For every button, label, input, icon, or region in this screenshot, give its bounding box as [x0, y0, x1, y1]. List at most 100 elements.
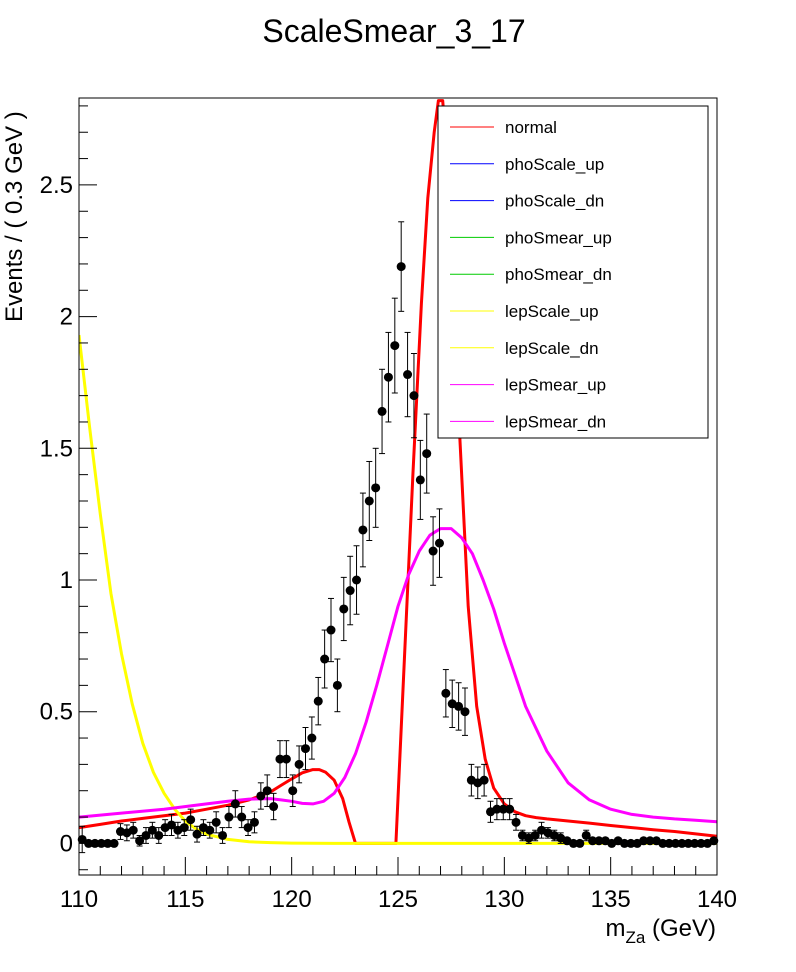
data-point — [371, 483, 381, 493]
x-tick-label: 110 — [60, 886, 98, 913]
data-point — [505, 804, 515, 814]
data-point — [492, 804, 502, 814]
legend: normal phoScale_up phoScale_dn phoSmear_upp… — [437, 105, 709, 439]
x-tick-label: 125 — [378, 886, 418, 913]
data-point — [626, 838, 636, 848]
plot-area — [77, 99, 719, 854]
data-point — [154, 830, 164, 840]
legend-label-lepSmear_dn: lepSmear_dn — [505, 412, 606, 431]
chart-title: ScaleSmear_3_17 — [262, 13, 525, 49]
data-point — [575, 838, 585, 848]
data-point — [281, 754, 291, 764]
data-point — [256, 791, 266, 801]
x-tick-label: 130 — [484, 886, 524, 913]
x-tick-label: 135 — [591, 886, 631, 913]
data-point — [619, 838, 629, 848]
legend-box — [437, 105, 709, 439]
data-point — [218, 830, 228, 840]
data-point — [147, 825, 157, 835]
y-tick-label: 0 — [60, 830, 73, 857]
y-tick-label: 2.5 — [40, 172, 73, 199]
legend-label-phoSmear_dn: phoSmear_dn — [505, 265, 612, 284]
data-point — [677, 838, 687, 848]
data-point — [434, 538, 444, 548]
data-point — [192, 829, 202, 839]
data-point — [332, 680, 342, 690]
data-point — [428, 546, 438, 556]
axes: 110 115 120 125 130 135 140 0 0.5 1 1.5 2 2.5 — [40, 105, 737, 913]
data-point — [230, 799, 240, 809]
data-point — [377, 406, 387, 416]
data-point — [167, 820, 177, 830]
data-point — [709, 836, 719, 846]
data-point — [211, 817, 221, 827]
data-point — [128, 825, 138, 835]
data-point — [339, 604, 349, 614]
data-point — [441, 688, 451, 698]
data-point — [294, 759, 304, 769]
y-tick-label: 2 — [60, 304, 73, 331]
data-point — [307, 733, 317, 743]
x-axis-label-unit: (GeV) — [645, 915, 716, 942]
data-point — [103, 838, 113, 848]
data-point — [498, 804, 508, 814]
data-point — [511, 817, 521, 827]
x-axis-label: mZa (GeV) — [605, 915, 716, 947]
data-point — [300, 744, 310, 754]
data-point — [383, 372, 393, 382]
legend-label-normal: normal — [505, 118, 557, 137]
data-point — [645, 836, 655, 846]
data-point — [237, 812, 247, 822]
data-point — [530, 830, 540, 840]
data-point — [179, 823, 189, 833]
data-point — [479, 775, 489, 785]
data-point — [696, 838, 706, 848]
data-point — [249, 817, 259, 827]
x-axis-label-sub: Za — [625, 928, 645, 947]
data-point — [269, 802, 279, 812]
legend-label-lepScale_up: lepScale_up — [505, 302, 599, 321]
x-tick-label: 120 — [272, 886, 312, 913]
series-line-lepSmear_up — [79, 527, 717, 824]
y-axis-label: Events / ( 0.3 GeV ) — [1, 111, 28, 322]
data-point — [403, 370, 413, 380]
data-point — [683, 838, 693, 848]
data-point — [422, 449, 432, 459]
data-point — [109, 838, 119, 848]
x-axis-label-main: m — [605, 915, 625, 942]
x-tick-label: 140 — [697, 886, 737, 913]
data-point — [390, 341, 400, 351]
legend-label-phoScale_dn: phoScale_dn — [505, 192, 604, 211]
data-point — [658, 838, 668, 848]
data-point — [664, 838, 674, 848]
data-point — [671, 838, 681, 848]
data-point — [288, 786, 298, 796]
data-point — [409, 391, 419, 401]
data-point — [326, 625, 336, 635]
data-point — [320, 654, 330, 664]
data-point — [594, 836, 604, 846]
data-point — [262, 786, 272, 796]
data-point — [313, 696, 323, 706]
data-point — [96, 838, 106, 848]
data-point — [415, 475, 425, 485]
data-point — [352, 575, 362, 585]
data-point — [205, 825, 215, 835]
y-tick-label: 1.5 — [40, 435, 73, 462]
series-line-normal — [79, 99, 717, 845]
data-point — [581, 830, 591, 840]
data-point — [358, 525, 368, 535]
data-point — [186, 815, 196, 825]
y-tick-label: 1 — [60, 567, 73, 594]
data-point — [224, 812, 234, 822]
data-point — [135, 836, 145, 846]
data-point — [454, 701, 464, 711]
legend-label-lepSmear_up: lepSmear_up — [505, 376, 606, 395]
data-point — [639, 836, 649, 846]
legend-items: normal phoScale_up phoScale_dn phoSmear_upp… — [450, 118, 612, 431]
data-point — [690, 838, 700, 848]
data-point — [364, 496, 374, 506]
data-point — [396, 262, 406, 272]
data-point — [243, 823, 253, 833]
